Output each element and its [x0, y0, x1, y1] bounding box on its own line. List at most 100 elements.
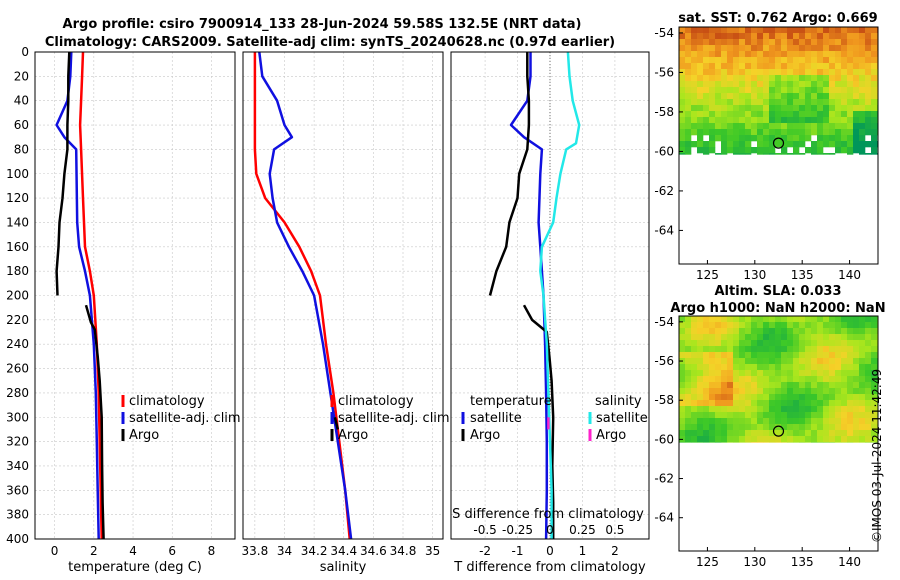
map-cell [703, 412, 710, 419]
map-cell [811, 412, 818, 419]
map-cell [871, 436, 878, 443]
map-cell [697, 382, 704, 389]
map-cell [865, 364, 872, 371]
map-cell [685, 141, 692, 148]
map-cell [721, 394, 728, 401]
map-cell [829, 364, 836, 371]
map-cell [859, 105, 866, 112]
map-cell [727, 334, 734, 341]
map-cell [757, 376, 764, 383]
map-cell [847, 370, 854, 377]
map-cell [787, 87, 794, 94]
map-cell [739, 45, 746, 52]
map-cell [865, 129, 872, 136]
map-cell [865, 117, 872, 124]
map-cell [757, 27, 764, 34]
map-cell [829, 141, 836, 148]
lon-tick-label: 135 [791, 268, 814, 282]
map-cell [745, 105, 752, 112]
map-cell [727, 27, 734, 34]
map-cell [745, 39, 752, 46]
map-cell [703, 388, 710, 395]
map-cell [859, 93, 866, 100]
map-cell [679, 45, 686, 52]
map-cell [775, 117, 782, 124]
map-cell [721, 340, 728, 347]
map-cell [799, 51, 806, 58]
map-cell [829, 442, 836, 443]
map-cell [697, 388, 704, 395]
map-cell [871, 39, 878, 46]
map-cell [685, 334, 692, 341]
map-cell [739, 87, 746, 94]
map-cell [805, 129, 812, 136]
map-cell [871, 153, 878, 155]
map-cell [757, 382, 764, 389]
map-cell [703, 105, 710, 112]
map-cell [847, 99, 854, 106]
map-cell [817, 370, 824, 377]
map-cell [787, 394, 794, 401]
map-cell [853, 51, 860, 58]
map-cell [733, 45, 740, 52]
map-cell [793, 328, 800, 335]
map-cell [787, 382, 794, 389]
map-cell [757, 436, 764, 443]
map-cell [697, 346, 704, 353]
map-cell [871, 63, 878, 70]
map-cell [775, 394, 782, 401]
map-cell [745, 436, 752, 443]
map-cell [847, 364, 854, 371]
map-cell [793, 370, 800, 377]
map-cell [775, 352, 782, 359]
map-cell [703, 394, 710, 401]
map-cell [775, 33, 782, 40]
map-cell [769, 75, 776, 82]
map-cell [685, 129, 692, 136]
map-cell [823, 412, 830, 419]
map-cell [799, 75, 806, 82]
map-cell [811, 400, 818, 407]
sst-map-ticks: 125 130 135 140-54-56-58-60-62-64 [654, 26, 861, 282]
map-cell [715, 63, 722, 70]
map-cell [763, 316, 770, 323]
map-cell [835, 358, 842, 365]
map-cell [799, 81, 806, 88]
map-cell [757, 33, 764, 40]
map-cell [799, 105, 806, 112]
map-cell [817, 442, 824, 443]
map-cell [829, 51, 836, 58]
depth-tick-label: 380 [6, 508, 29, 522]
map-cell [793, 135, 800, 142]
map-cell [793, 424, 800, 431]
map-cell [811, 33, 818, 40]
map-cell [679, 352, 686, 359]
map-cell [799, 382, 806, 389]
map-cell [865, 346, 872, 353]
map-cell [733, 93, 740, 100]
map-cell [733, 382, 740, 389]
map-cell [727, 87, 734, 94]
lon-tick-label: 140 [838, 555, 861, 569]
map-cell [751, 322, 758, 329]
map-cell [751, 111, 758, 118]
map-cell [709, 394, 716, 401]
map-cell [709, 418, 716, 425]
map-cell [823, 81, 830, 88]
map-cell [733, 322, 740, 329]
map-cell [805, 412, 812, 419]
map-cell [787, 370, 794, 377]
depth-tick-label: 160 [6, 240, 29, 254]
map-cell [757, 147, 764, 154]
map-cell [685, 117, 692, 124]
depth-tick-label: 360 [6, 483, 29, 497]
map-cell [709, 129, 716, 136]
map-cell [865, 105, 872, 112]
map-cell [721, 75, 728, 82]
map-cell [841, 87, 848, 94]
map-cell [841, 27, 848, 34]
map-cell [811, 388, 818, 395]
map-cell [775, 406, 782, 413]
map-cell [721, 346, 728, 353]
map-cell [739, 364, 746, 371]
